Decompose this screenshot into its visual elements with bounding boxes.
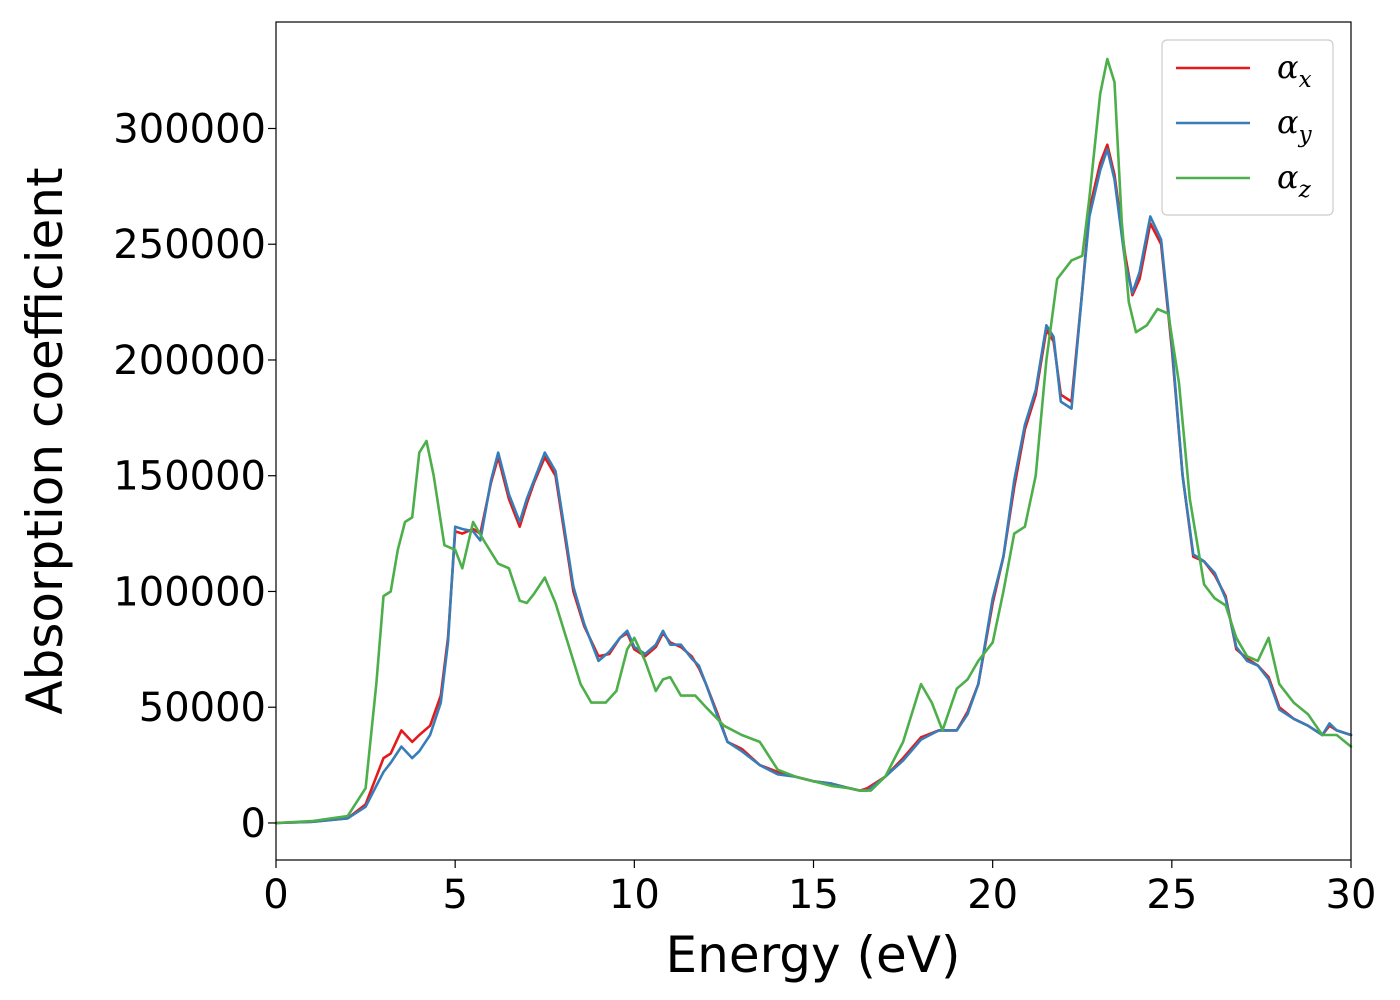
x-tick-label: 15 — [788, 872, 839, 918]
x-axis-title: Energy (eV) — [666, 926, 961, 984]
legend-label-y: αy — [1277, 103, 1313, 148]
legend-box — [1161, 39, 1334, 216]
y-tick-label: 200000 — [113, 338, 266, 384]
legend-label-z: αz — [1277, 158, 1312, 203]
y-tick-label: 100000 — [113, 569, 266, 615]
x-tick-label: 30 — [1326, 872, 1377, 918]
legend-label-main: α — [1277, 103, 1299, 141]
x-tick-label: 0 — [263, 872, 288, 918]
legend-label-main: α — [1277, 158, 1299, 196]
legend-label-sub: y — [1298, 122, 1313, 148]
y-tick-label: 150000 — [113, 454, 266, 500]
y-axis-title: Absorption coefficient — [16, 167, 74, 714]
x-tick-label: 10 — [609, 872, 660, 918]
x-tick-label: 5 — [442, 872, 467, 918]
series-layer — [274, 57, 1353, 825]
legend-label-sub: x — [1299, 67, 1312, 93]
y-tick-label: 300000 — [113, 106, 266, 152]
x-tick-label: 25 — [1146, 872, 1197, 918]
x-axis: 0 5 10 15 20 25 30 — [263, 860, 1376, 918]
y-tick-label: 0 — [241, 801, 266, 847]
x-tick-label: 20 — [967, 872, 1018, 918]
legend-label-x: αx — [1277, 48, 1312, 93]
legend-label-sub: z — [1298, 177, 1312, 203]
legend-label-main: α — [1277, 48, 1299, 86]
series-line-z — [274, 57, 1353, 825]
y-axis: 0 50000 100000 150000 200000 250000 300000 — [113, 106, 276, 847]
y-tick-label: 50000 — [139, 685, 266, 731]
y-tick-label: 250000 — [113, 222, 266, 268]
